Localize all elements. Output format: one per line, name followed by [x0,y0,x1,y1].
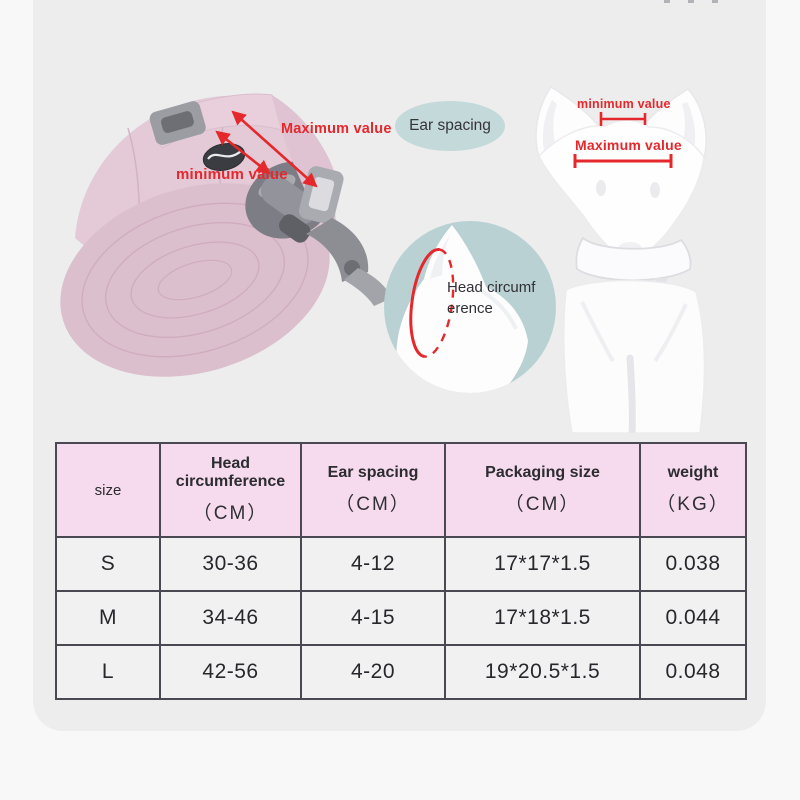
table-row: M 34-46 4-15 17*18*1.5 0.044 [55,590,747,646]
cropped-watermark-marks [664,0,754,4]
header-head-circumference: Head circumference （CM） [159,442,302,538]
ear-spacing-cell: 4-20 [300,644,446,700]
neck-measure-ellipse [409,248,455,358]
cap-maximum-label: Maximum value [281,121,392,137]
ear-spacing-label: Ear spacing [409,117,491,134]
head-circumference-cell: 30-36 [159,536,302,592]
ear-spacing-bubble: Ear spacing [395,101,505,151]
dog-measure-bars [573,112,673,168]
packaging-size-cell: 17*17*1.5 [444,536,641,592]
dog-minimum-label: minimum value [577,97,671,111]
header-packaging-size: Packaging size （CM） [444,442,641,538]
head-circumference-cell: 34-46 [159,590,302,646]
header-size: size [55,442,161,538]
header-weight: weight （KG） [639,442,747,538]
head-circumference-label: Head circumf erence [447,279,536,317]
table-row: S 30-36 4-12 17*17*1.5 0.038 [55,536,747,592]
weight-cell: 0.044 [639,590,747,646]
packaging-size-cell: 17*18*1.5 [444,590,641,646]
dog-maximum-label: Maximum value [575,137,682,153]
size-cell: L [55,644,161,700]
head-circumference-bubble [384,221,556,393]
table-row: L 42-56 4-20 19*20.5*1.5 0.048 [55,644,747,700]
dog-head-graphic [396,225,528,393]
ear-spacing-cell: 4-12 [300,536,446,592]
packaging-size-cell: 19*20.5*1.5 [444,644,641,700]
product-photo-graphic [60,85,707,433]
cap-measure-arrows [215,110,318,188]
size-table: size Head circumference （CM） Ear spacing… [55,442,747,700]
size-cell: S [55,536,161,592]
table-header-row: size Head circumference （CM） Ear spacing… [55,442,747,538]
size-cell: M [55,590,161,646]
pet-cap-graphic [60,93,392,377]
dog-mannequin-graphic [535,85,707,433]
weight-cell: 0.048 [639,644,747,700]
head-circumference-cell: 42-56 [159,644,302,700]
ear-spacing-cell: 4-15 [300,590,446,646]
header-ear-spacing: Ear spacing （CM） [300,442,446,538]
weight-cell: 0.038 [639,536,747,592]
cap-minimum-label: minimum value [176,166,288,183]
